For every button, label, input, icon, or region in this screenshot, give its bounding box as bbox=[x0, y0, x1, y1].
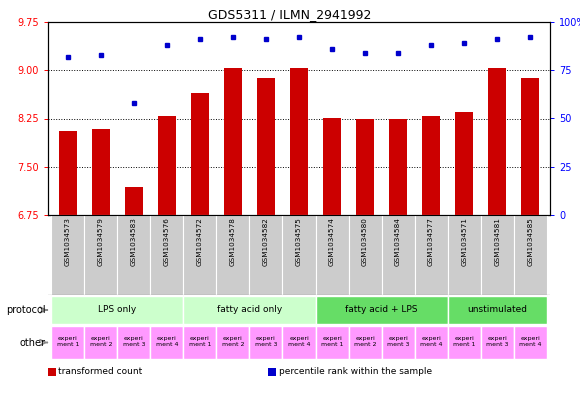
Bar bbox=[316, 326, 349, 359]
Bar bbox=[282, 215, 316, 295]
Bar bbox=[382, 215, 415, 295]
Bar bbox=[59, 131, 77, 215]
Bar bbox=[448, 215, 481, 295]
Text: GSM1034572: GSM1034572 bbox=[197, 217, 203, 266]
Text: transformed count: transformed count bbox=[59, 367, 143, 376]
Bar bbox=[356, 119, 374, 215]
Text: GSM1034579: GSM1034579 bbox=[98, 217, 104, 266]
Bar bbox=[282, 326, 316, 359]
Text: experi
ment 4: experi ment 4 bbox=[519, 336, 542, 347]
Bar bbox=[117, 326, 150, 359]
Text: unstimulated: unstimulated bbox=[467, 305, 527, 314]
Bar bbox=[183, 326, 216, 359]
Text: other: other bbox=[20, 338, 46, 347]
Bar bbox=[224, 68, 242, 215]
Text: experi
ment 1: experi ment 1 bbox=[321, 336, 343, 347]
Text: GSM1034578: GSM1034578 bbox=[230, 217, 236, 266]
Text: GSM1034576: GSM1034576 bbox=[164, 217, 170, 266]
Bar bbox=[51, 296, 183, 324]
Bar bbox=[389, 119, 407, 215]
Text: GSM1034582: GSM1034582 bbox=[263, 217, 269, 266]
Bar bbox=[316, 296, 448, 324]
Text: GSM1034580: GSM1034580 bbox=[362, 217, 368, 266]
Text: experi
ment 4: experi ment 4 bbox=[288, 336, 310, 347]
Text: GSM1034573: GSM1034573 bbox=[65, 217, 71, 266]
Bar bbox=[382, 326, 415, 359]
Text: GSM1034581: GSM1034581 bbox=[494, 217, 500, 266]
Text: fatty acid only: fatty acid only bbox=[217, 305, 282, 314]
Text: experi
ment 3: experi ment 3 bbox=[387, 336, 409, 347]
Bar bbox=[150, 215, 183, 295]
Bar bbox=[84, 326, 117, 359]
Text: GSM1034571: GSM1034571 bbox=[461, 217, 467, 266]
Bar bbox=[415, 215, 448, 295]
Bar bbox=[51, 215, 84, 295]
Text: experi
ment 4: experi ment 4 bbox=[420, 336, 443, 347]
Text: experi
ment 3: experi ment 3 bbox=[255, 336, 277, 347]
Bar bbox=[349, 326, 382, 359]
Bar bbox=[290, 68, 308, 215]
Bar bbox=[117, 215, 150, 295]
Bar bbox=[257, 78, 275, 215]
Bar bbox=[84, 215, 117, 295]
Text: fatty acid + LPS: fatty acid + LPS bbox=[345, 305, 418, 314]
Text: experi
ment 4: experi ment 4 bbox=[155, 336, 178, 347]
Bar bbox=[125, 187, 143, 215]
Bar bbox=[488, 68, 506, 215]
Text: experi
ment 2: experi ment 2 bbox=[89, 336, 112, 347]
Bar bbox=[422, 116, 440, 215]
Text: experi
ment 3: experi ment 3 bbox=[486, 336, 509, 347]
Text: GSM1034574: GSM1034574 bbox=[329, 217, 335, 266]
Text: GSM1034583: GSM1034583 bbox=[131, 217, 137, 266]
Text: GSM1034577: GSM1034577 bbox=[428, 217, 434, 266]
Text: experi
ment 1: experi ment 1 bbox=[453, 336, 476, 347]
Bar bbox=[481, 215, 514, 295]
Bar bbox=[514, 326, 547, 359]
Bar bbox=[448, 296, 547, 324]
Bar bbox=[521, 78, 539, 215]
Bar bbox=[249, 215, 282, 295]
Text: GSM1034584: GSM1034584 bbox=[395, 217, 401, 266]
Text: experi
ment 2: experi ment 2 bbox=[222, 336, 244, 347]
Bar bbox=[216, 326, 249, 359]
Text: experi
ment 1: experi ment 1 bbox=[188, 336, 211, 347]
Bar bbox=[448, 326, 481, 359]
Text: experi
ment 1: experi ment 1 bbox=[57, 336, 79, 347]
Bar bbox=[316, 215, 349, 295]
Bar bbox=[514, 215, 547, 295]
Text: GDS5311 / ILMN_2941992: GDS5311 / ILMN_2941992 bbox=[208, 8, 372, 21]
Bar bbox=[92, 129, 110, 215]
Text: GSM1034575: GSM1034575 bbox=[296, 217, 302, 266]
Text: GSM1034585: GSM1034585 bbox=[527, 217, 533, 266]
Bar bbox=[150, 326, 183, 359]
Bar bbox=[415, 326, 448, 359]
Text: LPS only: LPS only bbox=[98, 305, 136, 314]
Bar bbox=[323, 118, 341, 215]
Bar bbox=[51, 326, 84, 359]
Text: experi
ment 3: experi ment 3 bbox=[122, 336, 145, 347]
Bar bbox=[183, 215, 216, 295]
Bar bbox=[481, 326, 514, 359]
Bar bbox=[183, 296, 316, 324]
Bar bbox=[349, 215, 382, 295]
Text: percentile rank within the sample: percentile rank within the sample bbox=[279, 367, 432, 376]
Bar bbox=[158, 116, 176, 215]
Bar bbox=[216, 215, 249, 295]
Bar bbox=[191, 93, 209, 215]
Bar bbox=[249, 326, 282, 359]
Text: protocol: protocol bbox=[6, 305, 46, 315]
Bar bbox=[455, 112, 473, 215]
Text: experi
ment 2: experi ment 2 bbox=[354, 336, 376, 347]
